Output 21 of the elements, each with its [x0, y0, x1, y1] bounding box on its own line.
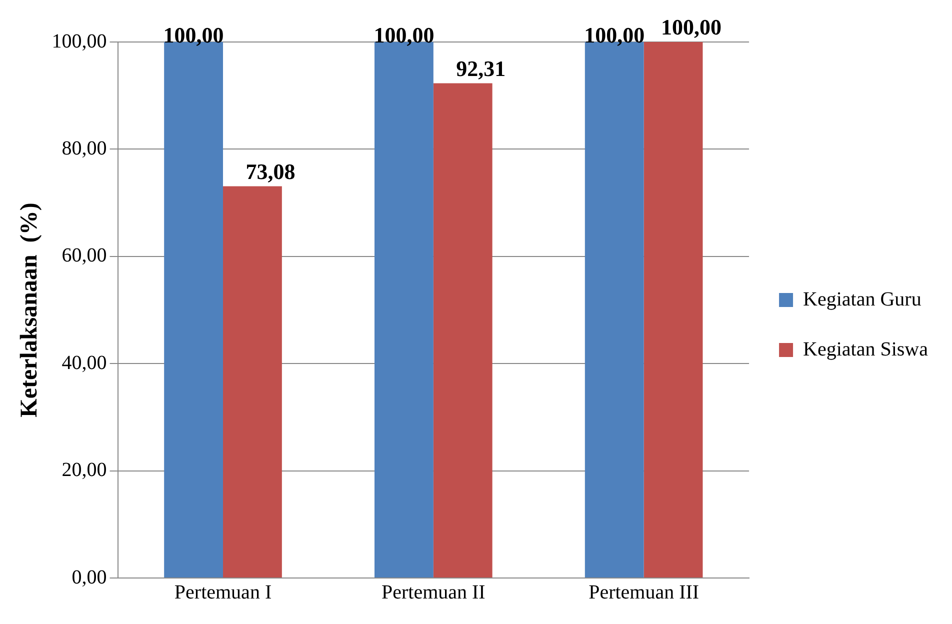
data-label: 100,00: [584, 22, 645, 48]
y-tick-label: 40,00: [62, 352, 107, 374]
x-tick-label: Pertemuan II: [381, 581, 486, 604]
y-tick-label: 60,00: [62, 244, 107, 267]
y-tick-label: 20,00: [62, 459, 107, 482]
y-axis-title: Keterlaksanaan (%): [16, 202, 43, 418]
legend-label: Kegiatan Guru: [803, 288, 922, 310]
x-tick-label: Pertemuan I: [174, 581, 272, 604]
data-label: 100,00: [163, 22, 224, 48]
legend-label: Kegiatan Siswa: [803, 338, 928, 360]
data-label: 100,00: [661, 14, 722, 40]
x-tick-label: Pertemuan III: [588, 581, 700, 604]
y-tick-label: 80,00: [62, 137, 107, 160]
y-tick-label: 100,00: [52, 30, 107, 52]
bar: [433, 83, 492, 578]
y-tick-label: 0,00: [72, 566, 107, 588]
data-label: 100,00: [374, 22, 434, 48]
bar: [644, 42, 703, 578]
bar: [223, 186, 282, 578]
data-label: 92,31: [456, 56, 506, 81]
data-label: 73,08: [246, 158, 296, 184]
